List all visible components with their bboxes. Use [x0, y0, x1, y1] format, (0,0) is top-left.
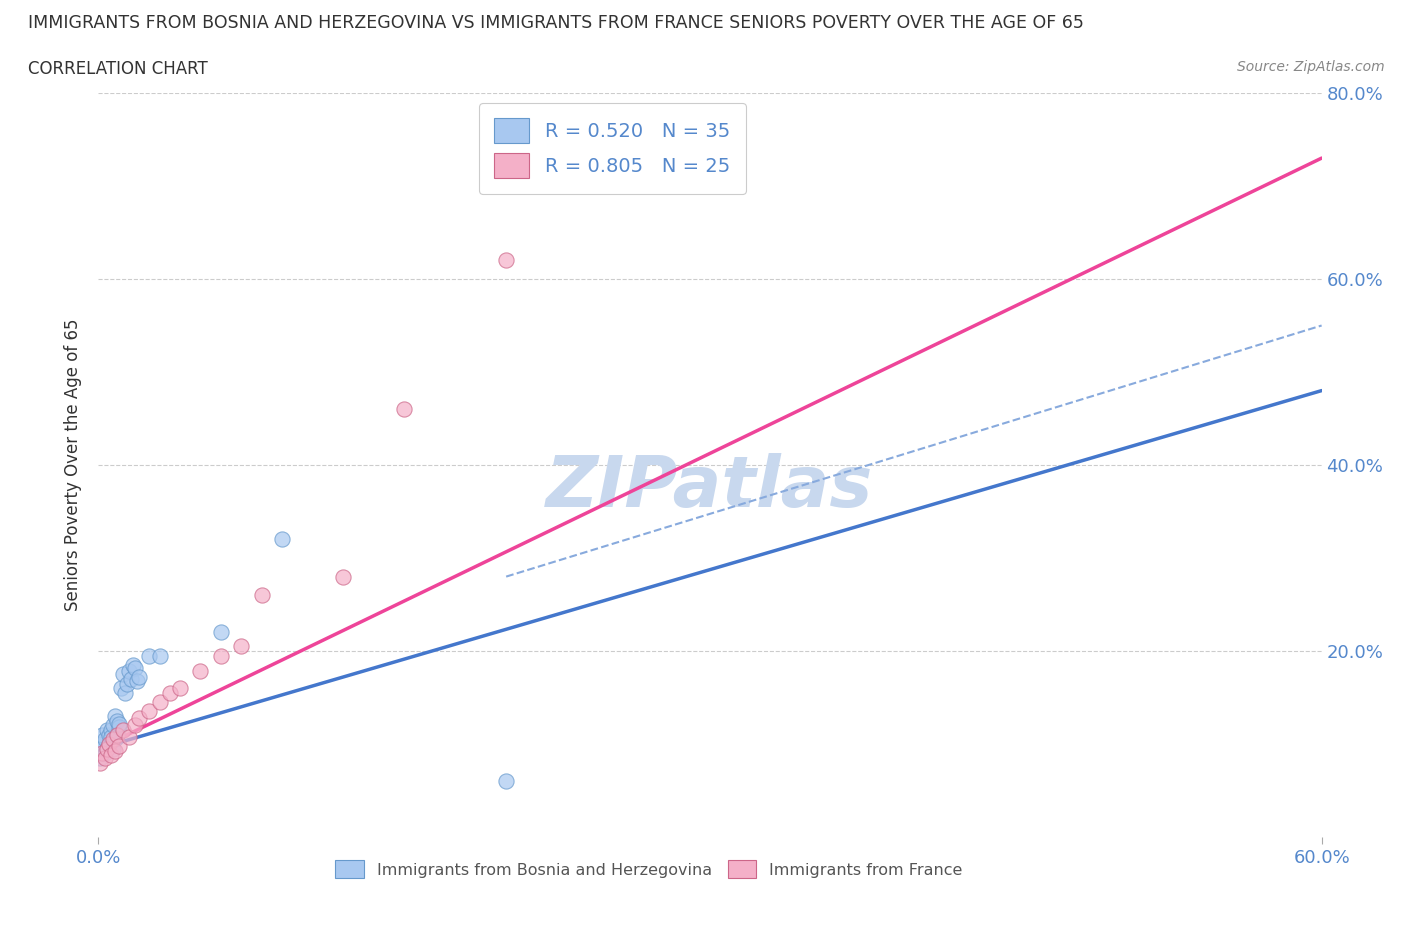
- Point: [149, 648, 172, 663]
- Point: [122, 658, 145, 672]
- Point: [91, 727, 114, 742]
- Point: [108, 738, 131, 753]
- Point: [115, 676, 138, 691]
- Text: CORRELATION CHART: CORRELATION CHART: [28, 60, 208, 78]
- Point: [96, 723, 118, 737]
- Point: [250, 588, 273, 603]
- Text: Source: ZipAtlas.com: Source: ZipAtlas.com: [1237, 60, 1385, 74]
- Point: [127, 673, 149, 688]
- Point: [392, 402, 416, 417]
- Text: ZIPatlas: ZIPatlas: [547, 453, 873, 522]
- Point: [110, 681, 132, 696]
- Point: [209, 625, 232, 640]
- Point: [89, 751, 111, 765]
- Point: [93, 732, 115, 747]
- Point: [104, 744, 127, 759]
- Point: [159, 685, 181, 700]
- Point: [105, 727, 128, 742]
- Y-axis label: Seniors Poverty Over the Age of 65: Seniors Poverty Over the Age of 65: [65, 319, 83, 611]
- Point: [111, 667, 134, 682]
- Point: [93, 751, 115, 765]
- Point: [124, 660, 146, 675]
- Point: [91, 737, 114, 751]
- Point: [120, 671, 142, 686]
- Point: [104, 732, 127, 747]
- Point: [105, 713, 128, 728]
- Point: [188, 664, 212, 679]
- Text: IMMIGRANTS FROM BOSNIA AND HERZEGOVINA VS IMMIGRANTS FROM FRANCE SENIORS POVERTY: IMMIGRANTS FROM BOSNIA AND HERZEGOVINA V…: [28, 14, 1084, 32]
- Point: [89, 741, 111, 756]
- Point: [96, 741, 118, 756]
- Point: [128, 711, 150, 725]
- Point: [169, 681, 191, 696]
- Point: [231, 639, 253, 654]
- Point: [96, 741, 118, 756]
- Point: [100, 723, 122, 737]
- Point: [138, 648, 160, 663]
- Point: [124, 718, 146, 733]
- Point: [128, 670, 150, 684]
- Point: [209, 648, 232, 663]
- Point: [270, 532, 294, 547]
- Point: [101, 718, 124, 733]
- Point: [149, 695, 172, 710]
- Point: [101, 741, 124, 756]
- Point: [495, 253, 517, 268]
- Point: [89, 755, 111, 770]
- Point: [108, 716, 131, 731]
- Point: [118, 729, 141, 744]
- Point: [111, 723, 134, 737]
- Point: [118, 664, 141, 679]
- Point: [100, 729, 122, 744]
- Point: [100, 748, 122, 763]
- Point: [114, 685, 136, 700]
- Point: [108, 720, 131, 735]
- Legend: Immigrants from Bosnia and Herzegovina, Immigrants from France: Immigrants from Bosnia and Herzegovina, …: [329, 854, 969, 884]
- Point: [104, 709, 127, 724]
- Point: [495, 774, 517, 789]
- Point: [97, 727, 120, 742]
- Point: [332, 569, 354, 584]
- Point: [101, 732, 124, 747]
- Point: [97, 737, 120, 751]
- Point: [93, 746, 115, 761]
- Point: [138, 704, 160, 719]
- Point: [97, 737, 120, 751]
- Point: [105, 727, 128, 742]
- Point: [91, 746, 114, 761]
